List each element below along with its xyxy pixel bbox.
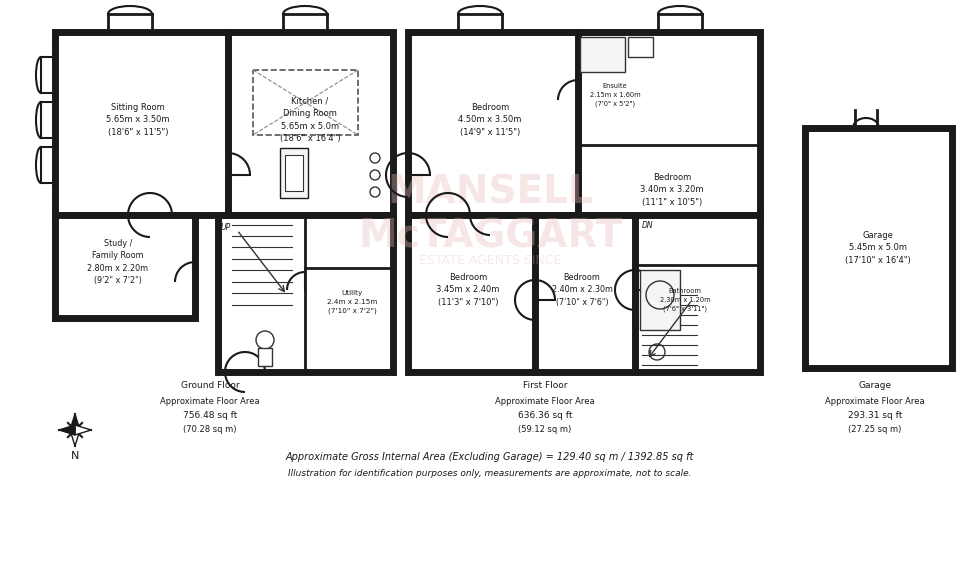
Text: 293.31 sq ft: 293.31 sq ft (848, 411, 903, 419)
Text: Bathroom
2.30m x 1.20m
(7'6" x 3'11"): Bathroom 2.30m x 1.20m (7'6" x 3'11") (660, 288, 710, 312)
Text: Study /
Family Room
2.80m x 2.20m
(9'2" x 7'2"): Study / Family Room 2.80m x 2.20m (9'2" … (87, 239, 149, 285)
Text: Approximate Floor Area: Approximate Floor Area (825, 397, 925, 406)
Bar (280, 148, 308, 198)
Bar (218, 215, 393, 372)
Text: Approximate Floor Area: Approximate Floor Area (160, 397, 260, 406)
Text: N: N (71, 451, 79, 461)
Text: Ensuite
2.15m x 1.60m
(7'0" x 5'2"): Ensuite 2.15m x 1.60m (7'0" x 5'2") (590, 83, 640, 107)
Text: Bedroom
4.50m x 3.50m
(14'9" x 11'5"): Bedroom 4.50m x 3.50m (14'9" x 11'5") (459, 103, 521, 137)
Bar (258, 348, 272, 366)
Text: (59.12 sq m): (59.12 sq m) (518, 424, 571, 433)
Bar (285, 155, 303, 191)
Bar (408, 32, 760, 215)
Text: Bedroom
2.40m x 2.30m
(7'10" x 7'6"): Bedroom 2.40m x 2.30m (7'10" x 7'6") (552, 273, 612, 307)
Bar (55, 215, 195, 318)
Bar (55, 32, 393, 215)
Bar (253, 70, 358, 135)
Bar (408, 215, 760, 372)
Bar (580, 37, 625, 72)
Polygon shape (75, 425, 91, 435)
Text: First Floor: First Floor (522, 380, 567, 389)
Bar (805, 128, 952, 368)
Text: (27.25 sq m): (27.25 sq m) (849, 424, 902, 433)
Text: 756.48 sq ft: 756.48 sq ft (183, 411, 237, 419)
Text: Garage
5.45m x 5.0m
(17'10" x 16'4"): Garage 5.45m x 5.0m (17'10" x 16'4") (845, 231, 910, 265)
Text: Kitchen /
Dining Room
5.65m x 5.0m
(18'6" x 16'4"): Kitchen / Dining Room 5.65m x 5.0m (18'6… (279, 97, 340, 144)
Polygon shape (70, 414, 80, 430)
Text: MANSELL
McTAGGART: MANSELL McTAGGART (358, 174, 622, 256)
Polygon shape (59, 425, 75, 435)
Polygon shape (70, 430, 80, 446)
Text: Approximate Gross Internal Area (Excluding Garage) = 129.40 sq m / 1392.85 sq ft: Approximate Gross Internal Area (Excludi… (286, 452, 694, 462)
Text: Illustration for identification purposes only, measurements are approximate, not: Illustration for identification purposes… (288, 468, 692, 477)
Text: Bedroom
3.45m x 2.40m
(11'3" x 7'10"): Bedroom 3.45m x 2.40m (11'3" x 7'10") (436, 273, 500, 307)
Bar (640, 270, 680, 330)
Text: (70.28 sq m): (70.28 sq m) (183, 424, 237, 433)
Text: Sitting Room
5.65m x 3.50m
(18'6" x 11'5"): Sitting Room 5.65m x 3.50m (18'6" x 11'5… (106, 103, 170, 137)
Bar (628, 37, 653, 57)
Text: Bedroom
3.40m x 3.20m
(11'1" x 10'5"): Bedroom 3.40m x 3.20m (11'1" x 10'5") (640, 173, 704, 207)
Text: Approximate Floor Area: Approximate Floor Area (495, 397, 595, 406)
Text: Ground Floor: Ground Floor (180, 380, 239, 389)
Text: DN: DN (642, 220, 654, 229)
Text: Garage: Garage (858, 380, 892, 389)
Text: Utility
2.4m x 2.15m
(7'10" x 7'2"): Utility 2.4m x 2.15m (7'10" x 7'2") (326, 290, 377, 314)
Text: 636.36 sq ft: 636.36 sq ft (517, 411, 572, 419)
Text: ESTATE AGENTS SINCE: ESTATE AGENTS SINCE (418, 254, 562, 267)
Text: UP: UP (220, 223, 231, 232)
